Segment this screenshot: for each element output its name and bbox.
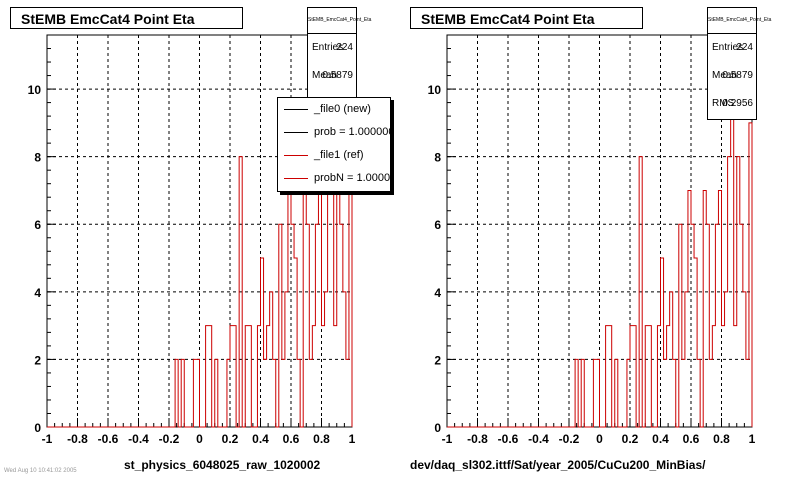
- legend-swatch-probn: [284, 178, 308, 179]
- left-stats-mean-value: 0.5879: [322, 70, 353, 81]
- right-x-tick-label: -1: [442, 432, 453, 446]
- legend-label-file1: _file1 (ref): [314, 149, 364, 161]
- left-x-tick-label: -0.6: [98, 432, 119, 446]
- left-histogram-series: [47, 54, 353, 428]
- right-stats-mean-label: Mean: [712, 70, 738, 81]
- left-y-tick-label: 10: [28, 83, 42, 97]
- timestamp-footer: Wed Aug 10 10:41:02 2005: [4, 468, 77, 474]
- left-x-tick-label: 0.4: [252, 432, 269, 446]
- left-x-axis-label: st_physics_6048025_raw_1020002: [124, 458, 321, 472]
- left-stats-entries-value: 224: [336, 42, 353, 53]
- left-histogram-line: [47, 54, 353, 428]
- legend-entry-probn: probN = 1.000000: [278, 167, 391, 190]
- left-x-tick-label: 0: [196, 432, 203, 446]
- left-y-tick-label: 4: [34, 286, 41, 300]
- left-x-tick-label: -1: [42, 432, 53, 446]
- right-stats-row-rms: RMS 0.2956: [708, 90, 756, 118]
- right-histogram-line: [447, 54, 753, 428]
- right-histogram-title: StEMB EmcCat4 Point Eta: [410, 7, 643, 29]
- left-x-tick-label: -0.4: [128, 432, 149, 446]
- right-x-tick-label: -0.2: [559, 432, 580, 446]
- right-stats-rms-label: RMS: [712, 98, 735, 109]
- left-histogram-title: StEMB EmcCat4 Point Eta: [10, 7, 243, 29]
- left-histogram-panel: -1 -0.8 -0.6 -0.4 -0.2 0 0.2 0.4 0.6 0.8 1 0 2 4 6 8 10 …: [10, 7, 391, 472]
- legend-entry-file1: _file1 (ref): [278, 144, 390, 167]
- legend-label-file0: _file0 (new): [314, 103, 371, 115]
- right-histogram-panel: -1 -0.8 -0.6 -0.4 -0.2 0 0.2 0.4 0.6 0.8 1 0 2 4 6 8 10 …: [400, 0, 800, 480]
- legend-swatch-prob: [284, 132, 308, 133]
- right-stats-box: StEMB_EmcCat4_Point_Eta Entries 224 Mean…: [707, 7, 771, 120]
- left-legend: _file0 (new) prob = 1.000000 _file1 (ref…: [277, 97, 391, 192]
- left-stats-title: StEMB_EmcCat4_Point_Eta: [308, 8, 371, 34]
- right-y-tick-label: 6: [434, 218, 441, 232]
- right-y-tick-label: 8: [434, 151, 441, 165]
- right-x-tick-label: 0.4: [652, 432, 669, 446]
- legend-swatch-file0: [284, 109, 308, 110]
- legend-entry-file0: _file0 (new): [278, 98, 390, 121]
- left-x-tick-label: -0.8: [67, 432, 88, 446]
- left-stats-entries-label: Entries: [312, 42, 344, 53]
- left-stats-mean-label: Mean: [312, 70, 338, 81]
- right-stats-mean-value: 0.5879: [722, 70, 753, 81]
- right-x-tick-label: -0.6: [498, 432, 519, 446]
- legend-entry-prob: prob = 1.000000: [278, 121, 391, 144]
- legend-swatch-file1: [284, 155, 308, 156]
- left-x-tick-label: 1: [349, 432, 356, 446]
- right-x-tick-label: 1: [749, 432, 756, 446]
- right-x-tick-label: -0.4: [528, 432, 549, 446]
- right-x-tick-label: 0: [596, 432, 603, 446]
- right-stats-entries-label: Entries: [712, 42, 744, 53]
- legend-label-probn: probN = 1.000000: [314, 172, 391, 184]
- right-y-tick-label: 4: [434, 286, 441, 300]
- right-x-tick-label: 0.8: [713, 432, 730, 446]
- left-x-tick-label: 0.8: [313, 432, 330, 446]
- right-y-tick-label: 0: [434, 421, 441, 435]
- right-stats-row-entries: Entries 224: [708, 34, 756, 62]
- left-y-tick-label: 2: [34, 353, 41, 367]
- right-x-tick-label: 0.2: [622, 432, 639, 446]
- left-y-tick-label: 6: [34, 218, 41, 232]
- left-x-tick-label: 0.2: [222, 432, 239, 446]
- right-y-tick-label: 10: [428, 83, 442, 97]
- right-x-tick-label: 0.6: [683, 432, 700, 446]
- right-x-tick-label: -0.8: [467, 432, 488, 446]
- left-stats-box: StEMB_EmcCat4_Point_Eta Entries 224 Mean…: [307, 7, 371, 107]
- right-stats-rms-value: 0.2956: [722, 98, 753, 109]
- left-y-tick-label: 0: [34, 421, 41, 435]
- right-stats-row-mean: Mean 0.5879: [708, 62, 756, 90]
- left-x-tick-label: -0.2: [159, 432, 180, 446]
- right-histogram-series: [447, 54, 753, 428]
- right-stats-entries-value: 224: [736, 42, 753, 53]
- right-stats-title: StEMB_EmcCat4_Point_Eta: [708, 8, 771, 34]
- left-stats-row-entries: Entries 224: [308, 34, 356, 62]
- right-y-tick-label: 2: [434, 353, 441, 367]
- left-stats-row-mean: Mean 0.5879: [308, 62, 356, 90]
- left-x-tick-label: 0.6: [283, 432, 300, 446]
- legend-label-prob: prob = 1.000000: [314, 126, 391, 138]
- left-y-tick-label: 8: [34, 151, 41, 165]
- right-x-axis-label: dev/daq_sl302.ittf/Sat/year_2005/CuCu200…: [410, 458, 706, 472]
